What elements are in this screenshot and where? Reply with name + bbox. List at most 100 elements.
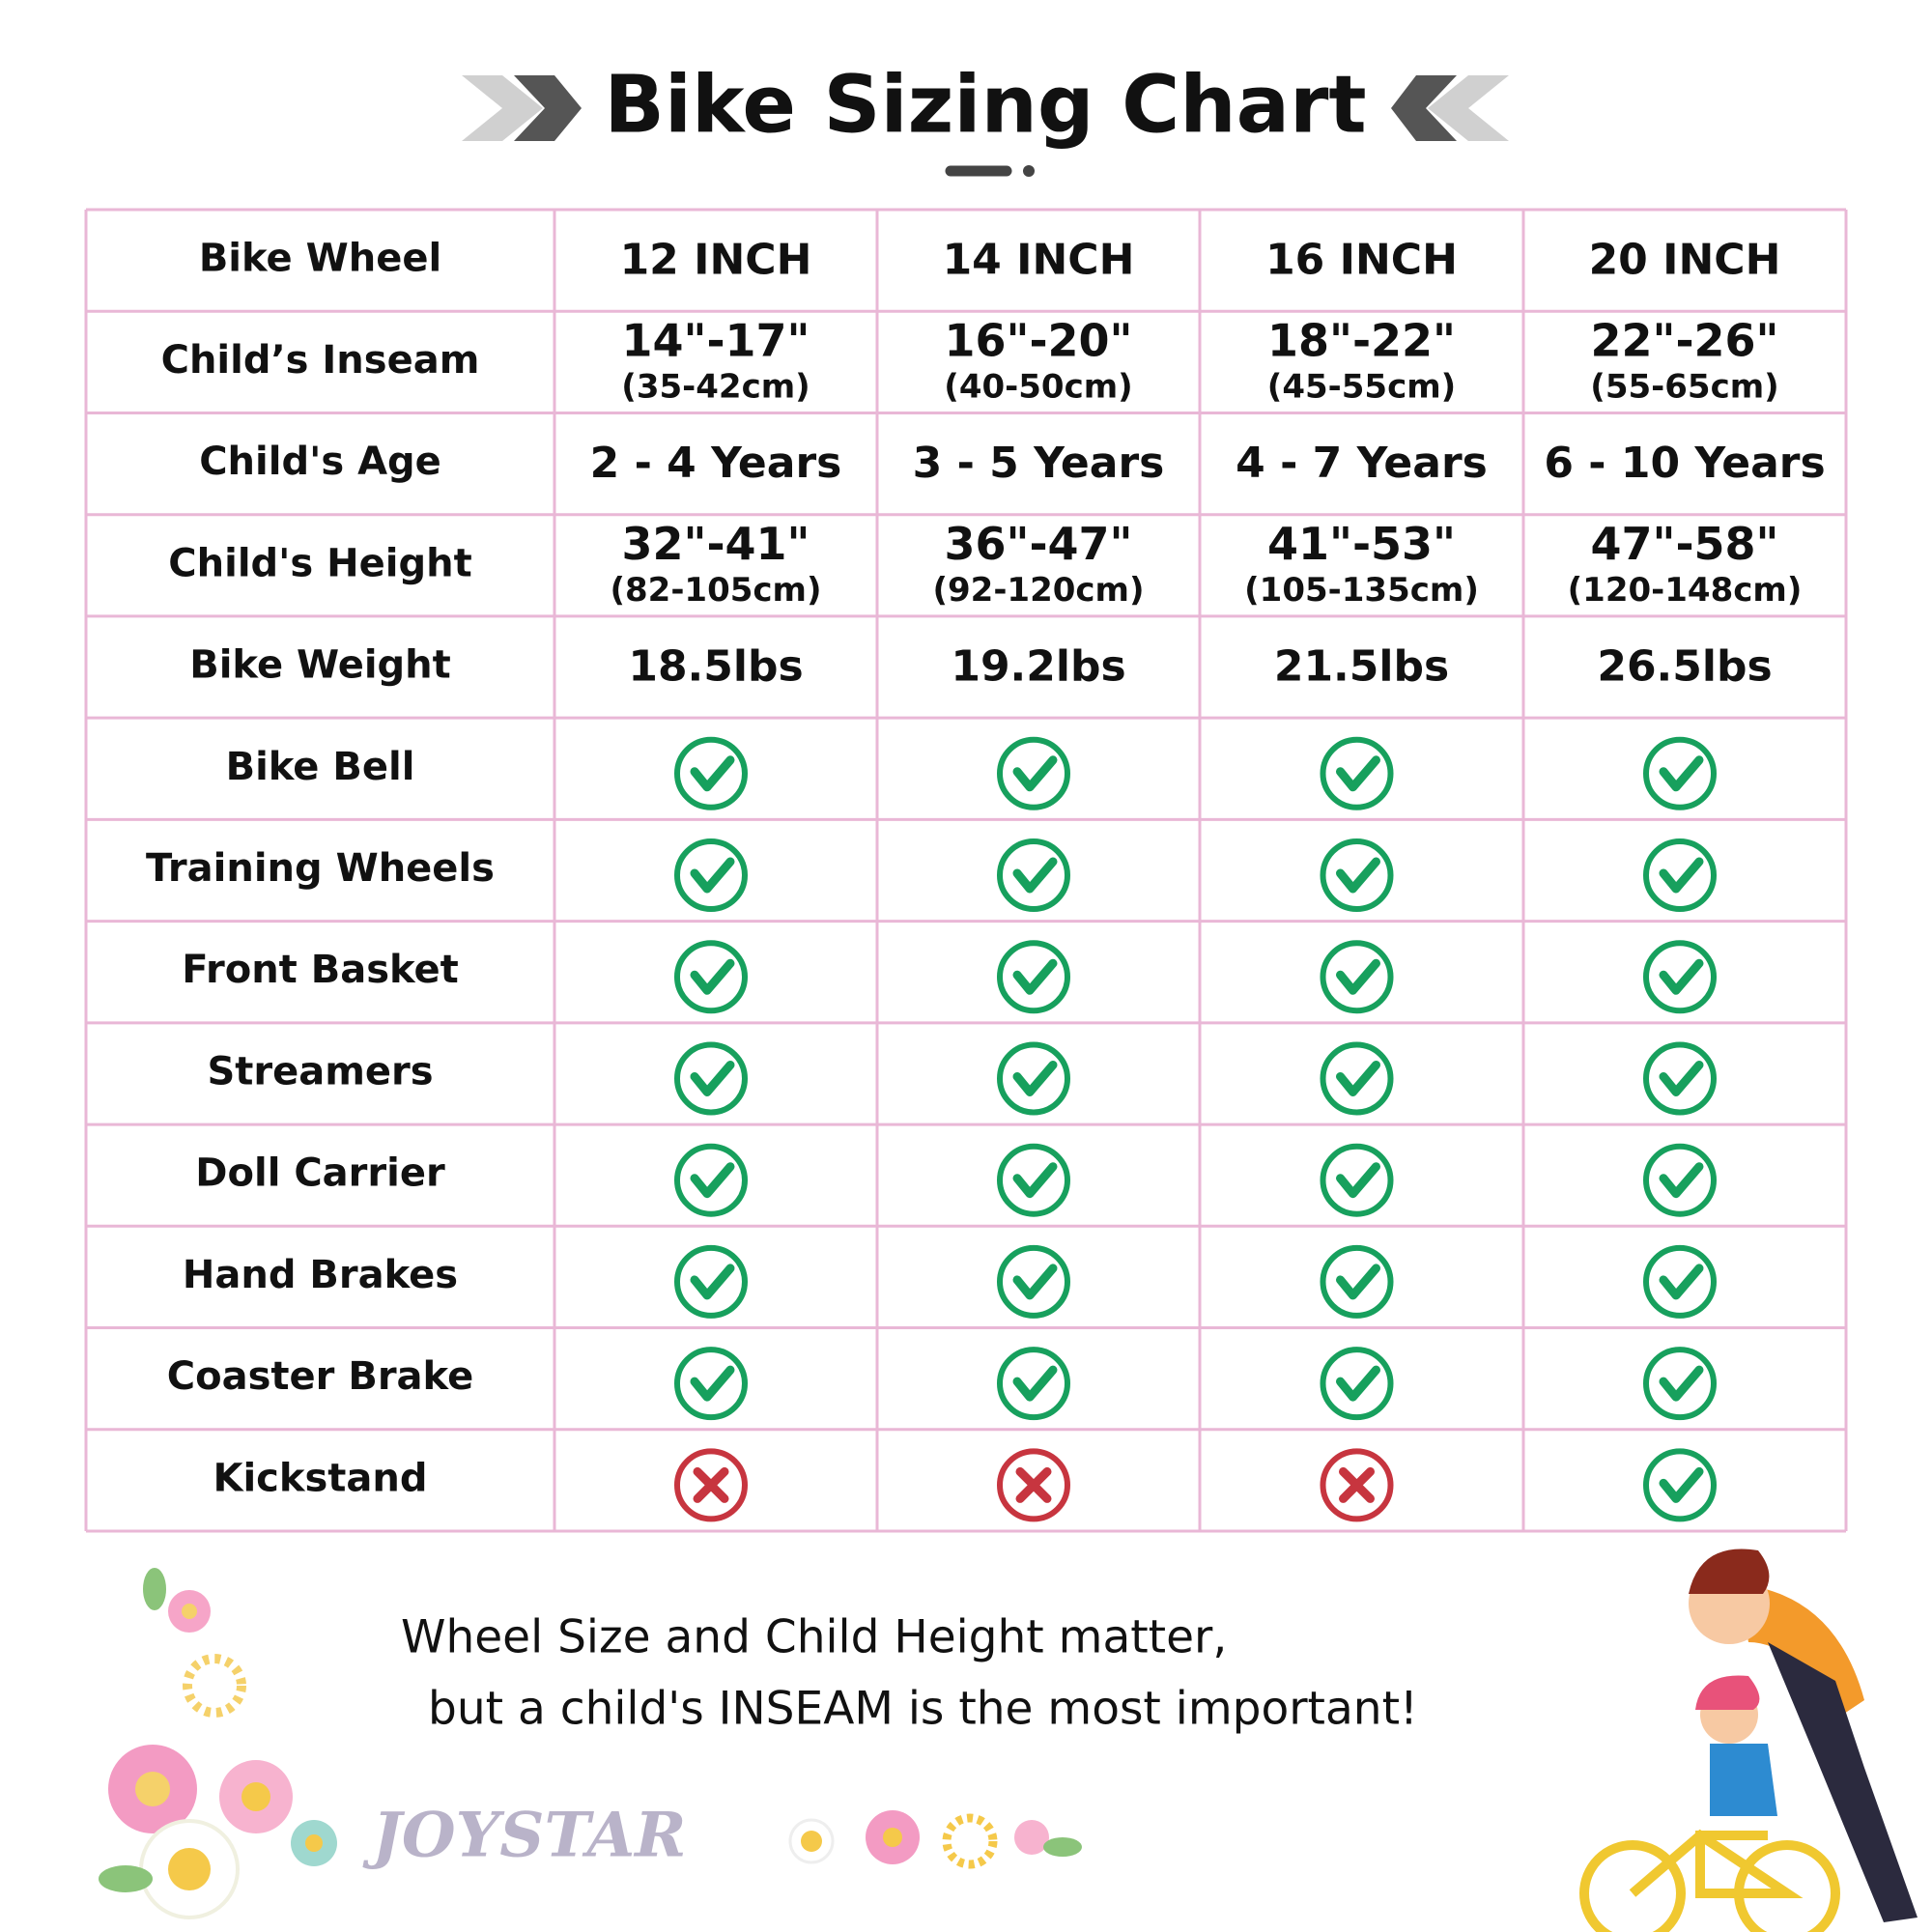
icon-ring (1643, 940, 1717, 1014)
check-icon (674, 838, 748, 912)
check-icon (1643, 1448, 1717, 1522)
row-label: Doll Carrier (195, 1151, 445, 1196)
check-icon (1320, 1244, 1394, 1319)
icon-check (1659, 958, 1704, 995)
check-icon (1643, 838, 1717, 912)
check-icon (1643, 1347, 1717, 1421)
icon-check (1659, 857, 1704, 894)
icon-ring (997, 838, 1070, 912)
check-icon (1320, 736, 1394, 810)
title: Bike Sizing Chart (604, 59, 1366, 151)
check-icon (674, 1347, 748, 1421)
icon-check (690, 755, 735, 792)
cross-icon (997, 1448, 1070, 1522)
icon-ring (1320, 1143, 1394, 1217)
right-chevrons (1391, 75, 1509, 141)
icon-ring (997, 940, 1070, 1014)
row-label: Training Wheels (146, 846, 495, 891)
icon-check (1012, 755, 1058, 792)
flowers-left (99, 1568, 337, 1919)
title-dot (1023, 165, 1035, 177)
row-label: Bike Wheel (199, 237, 441, 281)
check-icon (997, 940, 1070, 1014)
check-icon (1320, 940, 1394, 1014)
cell-sub: (105-135cm) (1244, 571, 1479, 610)
cell-value: 18.5lbs (628, 642, 803, 692)
cell-sub: (45-55cm) (1267, 367, 1456, 406)
icon-ring (997, 1448, 1070, 1522)
icon-ring (1643, 1041, 1717, 1116)
cell-main: 47"-58" (1590, 518, 1778, 570)
icon-check (1336, 1365, 1380, 1402)
icon-ring (674, 1448, 748, 1522)
row-label: Child's Age (199, 440, 441, 484)
table: Bike Wheel 12 INCH 14 INCH 16 INCH 20 INCH Ch… (84, 208, 1848, 1533)
icon-ring (1643, 1143, 1717, 1217)
icon-check (1336, 1060, 1380, 1096)
check-icon (674, 1244, 748, 1319)
cell-main: 22"-26" (1590, 314, 1778, 366)
check-icon (997, 1041, 1070, 1116)
icon-ring (1643, 838, 1717, 912)
icon-ring (997, 736, 1070, 810)
cell-sub: (92-120cm) (932, 571, 1144, 610)
icon-check (1659, 1365, 1704, 1402)
icon-cross (693, 1466, 729, 1503)
cell-sub: (40-50cm) (944, 367, 1132, 406)
icon-ring (1320, 1244, 1394, 1319)
icon-ring (1320, 940, 1394, 1014)
check-icon (674, 736, 748, 810)
icon-check (690, 1365, 735, 1402)
row-label: Streamers (207, 1049, 433, 1094)
icon-ring (1320, 1448, 1394, 1522)
cell-sub: (120-148cm) (1568, 571, 1803, 610)
cell-sub: (55-65cm) (1590, 367, 1778, 406)
check-icon (1320, 1041, 1394, 1116)
cell-value: 6 - 10 Years (1544, 439, 1825, 488)
cell-main: 16"-20" (944, 314, 1132, 366)
icon-check (690, 1162, 735, 1199)
row-label: Coaster Brake (167, 1354, 473, 1399)
icon-ring (674, 1347, 748, 1421)
cell-sub: (82-105cm) (610, 571, 821, 610)
cell-main: 32"-41" (621, 518, 810, 570)
icon-ring (997, 1041, 1070, 1116)
icon-check (1336, 1264, 1380, 1300)
icon-check (1336, 1162, 1380, 1199)
check-icon (674, 1041, 748, 1116)
check-icon (1643, 1244, 1717, 1319)
cell-value: 3 - 5 Years (913, 439, 1165, 488)
icon-check (1336, 857, 1380, 894)
check-icon (997, 1347, 1070, 1421)
cell-value: 21.5lbs (1274, 642, 1449, 692)
cell-value: 2 - 4 Years (590, 439, 842, 488)
icon-ring (997, 1143, 1070, 1217)
check-icon (1643, 1041, 1717, 1116)
cell-value: 20 INCH (1589, 236, 1781, 285)
row-label: Child’s Inseam (161, 338, 480, 383)
icon-check (690, 1060, 735, 1096)
icon-ring (1320, 838, 1394, 912)
cell-main: 18"-22" (1267, 314, 1456, 366)
icon-check (690, 1264, 735, 1300)
check-icon (1643, 736, 1717, 810)
icon-ring (1320, 1347, 1394, 1421)
icon-ring (674, 940, 748, 1014)
icon-check (1012, 958, 1058, 995)
check-icon (997, 1143, 1070, 1217)
footer-line-1: Wheel Size and Child Height matter, (401, 1611, 1227, 1664)
left-chevrons (462, 75, 582, 141)
icon-check (1012, 1365, 1058, 1402)
icon-ring (1643, 1244, 1717, 1319)
check-icon (1320, 1347, 1394, 1421)
icon-ring (674, 1143, 748, 1217)
check-icon (1643, 1143, 1717, 1217)
icon-check (1336, 958, 1380, 995)
check-icon (997, 736, 1070, 810)
check-icon (1320, 838, 1394, 912)
row-label: Hand Brakes (183, 1253, 458, 1297)
icon-check (1336, 755, 1380, 792)
icon-cross (1015, 1466, 1052, 1503)
icon-ring (674, 1041, 748, 1116)
